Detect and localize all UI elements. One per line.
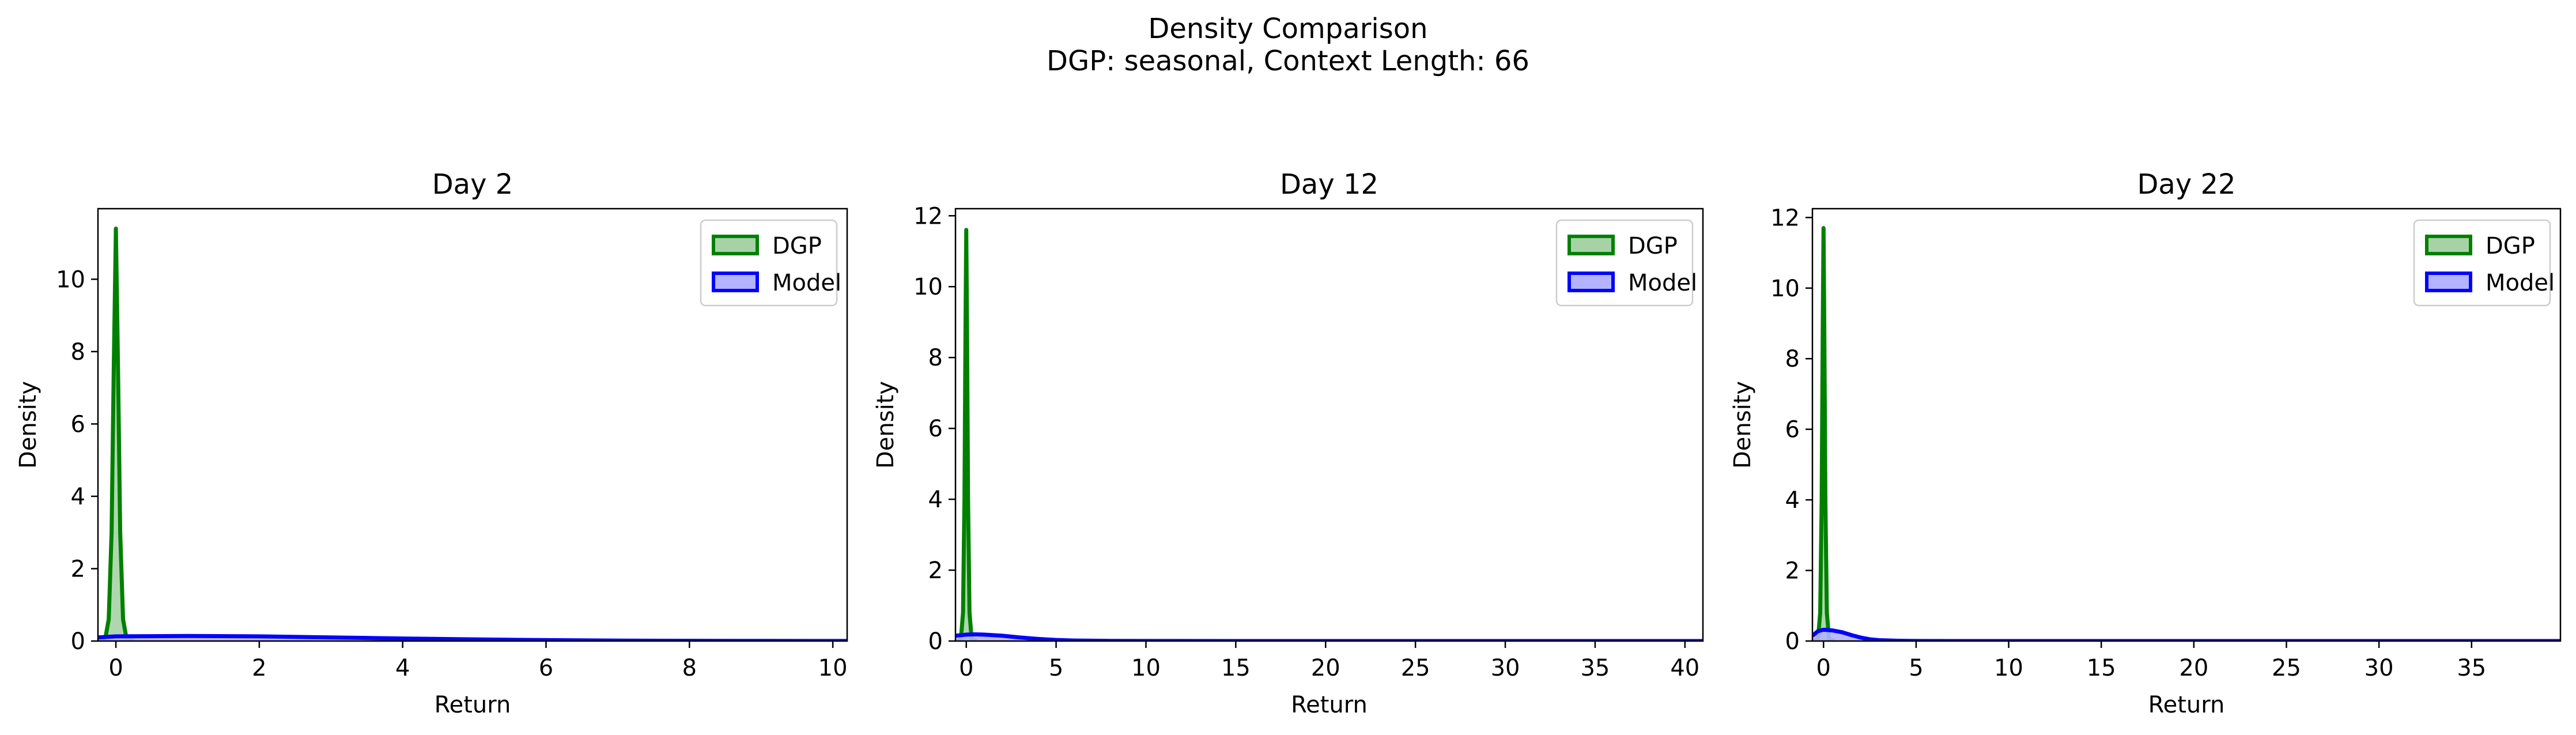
y-tick-label: 6 [1785, 417, 1800, 443]
x-tick-label: 6 [539, 655, 553, 681]
axes-frame [954, 208, 1704, 642]
x-tick-label: 0 [959, 655, 973, 681]
y-tick-label: 6 [928, 416, 943, 442]
series-line-dgp [955, 228, 978, 641]
y-tick-label: 4 [928, 487, 943, 513]
x-tick-label: 25 [1401, 655, 1430, 681]
y-tick-label: 4 [71, 484, 85, 510]
y-axis-label: Density [15, 381, 41, 469]
y-tick-label: 12 [913, 203, 943, 229]
y-tick-label: 10 [56, 266, 85, 293]
x-tick-label: 0 [1816, 655, 1831, 681]
y-tick-label: 10 [913, 274, 943, 300]
legend: DGP Model [700, 219, 841, 307]
y-tick-label: 6 [71, 411, 85, 438]
figure-title: Density Comparison [1148, 13, 1428, 45]
series-area-dgp [98, 228, 134, 641]
x-tick-label: 20 [1311, 655, 1340, 681]
y-tick-label: 4 [1785, 487, 1800, 514]
y-tick-label: 8 [1785, 346, 1800, 372]
legend-swatch-model [1567, 272, 1615, 292]
y-tick-label: 12 [1770, 205, 1800, 231]
subplot-2: 0 5 10 15 20 25 30 35 40 0 2 4 6 8 10 12 Day 12 Return Den… [872, 168, 1704, 718]
series-line-dgp [1812, 226, 1835, 641]
x-tick-label: 15 [1221, 655, 1251, 681]
legend: DGP Model [1555, 219, 1697, 307]
x-tick-label: 10 [818, 655, 848, 681]
x-axis-label: Return [435, 692, 511, 718]
x-tick-label: 25 [2272, 655, 2301, 681]
y-axis-label: Density [1729, 381, 1756, 469]
legend-label-model: Model [2486, 270, 2555, 296]
subplot-title: Day 2 [432, 168, 513, 201]
subplot-title: Day 12 [1280, 168, 1378, 201]
y-tick-label: 10 [1770, 276, 1800, 302]
x-axis-label: Return [2148, 692, 2225, 718]
y-tick-label: 8 [928, 345, 943, 371]
x-tick-label: 2 [252, 655, 266, 681]
x-tick-label: 4 [395, 655, 410, 681]
y-tick-label: 2 [928, 557, 943, 584]
subplot-3: 0 5 10 15 20 25 30 35 0 2 4 6 8 10 12 Day 22 Return Densi… [1729, 168, 2562, 718]
x-tick-label: 35 [2457, 655, 2486, 681]
axes-frame [97, 208, 848, 642]
y-tick-label: 0 [71, 628, 85, 655]
legend-label-dgp: DGP [2486, 233, 2535, 259]
y-axis-label: Density [872, 381, 899, 469]
legend-label-model: Model [1628, 270, 1697, 296]
x-tick-label: 15 [2087, 655, 2116, 681]
x-tick-label: 30 [1491, 655, 1520, 681]
series-line-model [1812, 627, 2560, 641]
y-tick-label: 2 [1785, 558, 1800, 585]
legend-label-dgp: DGP [772, 233, 822, 259]
legend-swatch-model [712, 272, 759, 292]
x-axis-label: Return [1291, 692, 1368, 718]
x-tick-label: 5 [1049, 655, 1063, 681]
x-tick-label: 30 [2365, 655, 2394, 681]
x-tick-label: 8 [682, 655, 697, 681]
legend-swatch-dgp [1567, 235, 1615, 255]
legend-swatch-model [2425, 272, 2472, 292]
y-tick-label: 0 [1785, 628, 1800, 655]
x-tick-label: 40 [1670, 655, 1699, 681]
series-line-dgp [98, 227, 135, 641]
series-line-model [955, 632, 1703, 641]
legend-swatch-dgp [712, 235, 759, 255]
x-tick-label: 5 [1909, 655, 1923, 681]
legend-label-model: Model [772, 270, 841, 296]
legend-label-dgp: DGP [1628, 233, 1678, 259]
y-tick-label: 8 [71, 339, 85, 365]
x-tick-label: 0 [108, 655, 123, 681]
x-tick-label: 20 [2179, 655, 2208, 681]
y-tick-label: 2 [71, 556, 85, 582]
y-tick-label: 0 [928, 628, 943, 655]
subplot-1: 0 2 4 6 8 10 0 2 4 6 8 10 Day 2 Return Density DGP Model [15, 168, 848, 718]
legend: DGP Model [2413, 219, 2555, 307]
x-tick-label: 35 [1580, 655, 1610, 681]
axes-frame [1811, 208, 2562, 642]
x-tick-label: 10 [1131, 655, 1161, 681]
figure-subtitle: DGP: seasonal, Context Length: 66 [1047, 45, 1529, 77]
x-tick-label: 10 [1994, 655, 2023, 681]
legend-swatch-dgp [2425, 235, 2472, 255]
subplot-title: Day 22 [2137, 168, 2235, 201]
